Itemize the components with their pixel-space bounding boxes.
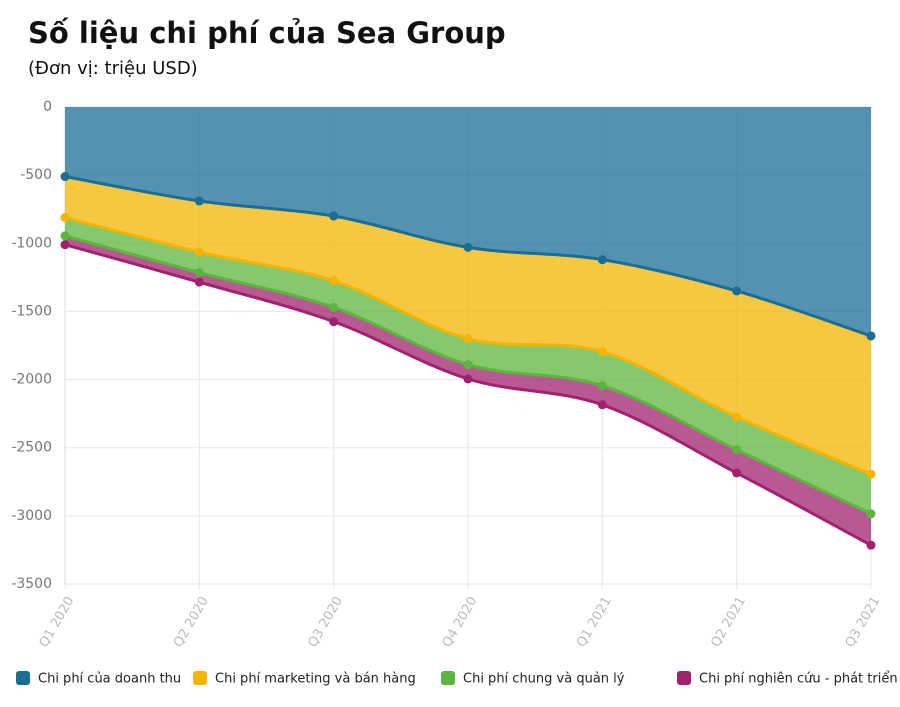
y-tick-label: -3000 <box>11 508 52 524</box>
point <box>60 212 70 222</box>
y-tick-label: -2500 <box>11 440 52 456</box>
area <box>65 217 871 514</box>
x-tick-label: Q1 2020 <box>37 594 78 650</box>
chart-subtitle: (Đơn vị: triệu USD) <box>28 58 198 79</box>
x-tick-label: Q4 2020 <box>440 594 481 650</box>
legend-label: Chi phí của doanh thu <box>38 672 181 687</box>
point <box>60 231 70 241</box>
point <box>329 317 339 327</box>
point <box>866 509 876 519</box>
chart-title: Số liệu chi phí của Sea Group <box>28 16 506 50</box>
legend-swatch <box>16 671 30 685</box>
point <box>732 286 742 296</box>
legend-item: Chi phí marketing và bán hàng <box>193 671 416 687</box>
y-tick-label: -500 <box>20 167 52 183</box>
point <box>194 196 204 206</box>
point <box>463 334 473 344</box>
y-tick-label: -2000 <box>11 372 52 388</box>
point <box>329 302 339 312</box>
point <box>463 242 473 252</box>
legend-item: Chi phí của doanh thu <box>16 671 181 687</box>
x-tick-label: Q1 2021 <box>574 594 615 650</box>
x-tick-label: Q3 2020 <box>305 594 346 650</box>
x-tick-label: Q2 2021 <box>708 594 749 650</box>
legend-item: Chi phí chung và quản lý <box>441 671 625 687</box>
legend-swatch <box>677 671 691 685</box>
point <box>463 360 473 370</box>
legend-swatch <box>441 671 455 685</box>
point <box>194 247 204 257</box>
point <box>732 445 742 455</box>
y-tick-label: 0 <box>43 99 52 115</box>
legend-label: Chi phí chung và quản lý <box>463 672 625 687</box>
point <box>194 268 204 278</box>
legend-label: Chi phí marketing và bán hàng <box>215 672 416 687</box>
point <box>329 211 339 221</box>
x-tick-label: Q3 2021 <box>843 594 884 650</box>
point <box>597 381 607 391</box>
point <box>463 374 473 384</box>
point <box>60 240 70 250</box>
point <box>866 331 876 341</box>
y-tick-label: -1500 <box>11 303 52 319</box>
point <box>866 469 876 479</box>
point <box>60 172 70 182</box>
legend-label: Chi phí nghiên cứu - phát triển <box>699 672 898 687</box>
y-tick-label: -1000 <box>11 235 52 251</box>
area <box>65 176 871 475</box>
area <box>65 107 871 336</box>
point <box>866 540 876 550</box>
point <box>597 255 607 265</box>
point <box>732 468 742 478</box>
legend-swatch <box>193 671 207 685</box>
point <box>329 276 339 286</box>
x-tick-label: Q2 2020 <box>171 594 212 650</box>
point <box>732 412 742 422</box>
point <box>194 277 204 287</box>
point <box>597 400 607 410</box>
legend-item: Chi phí nghiên cứu - phát triển <box>677 671 898 687</box>
y-tick-label: -3500 <box>11 576 52 592</box>
point <box>597 347 607 357</box>
